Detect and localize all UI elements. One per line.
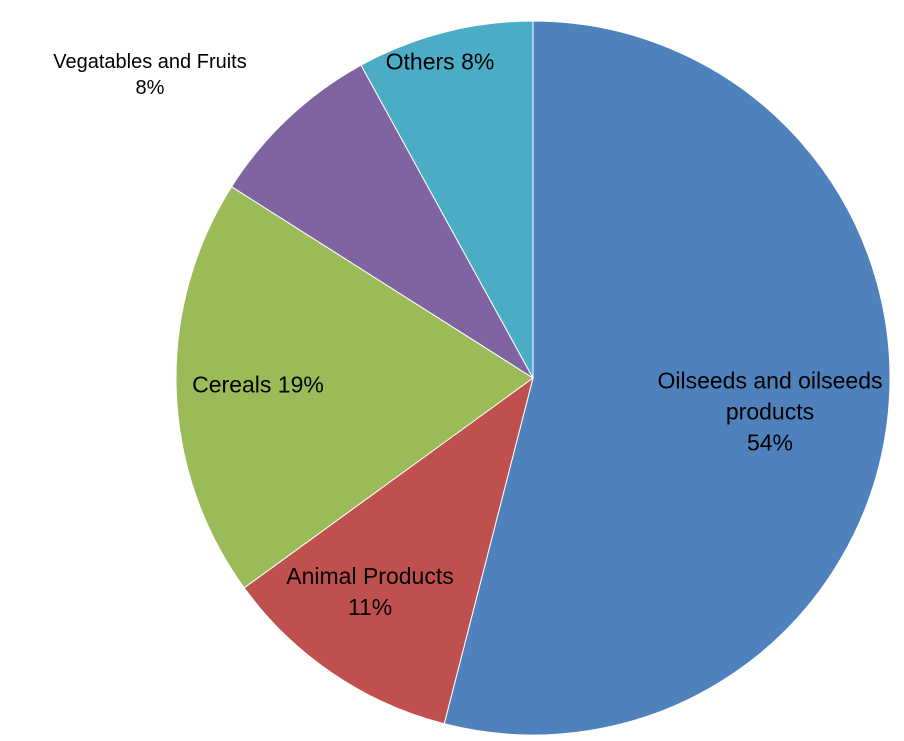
slice-label: Vegatables and Fruits 8% — [0, 49, 300, 101]
pie-slice — [360, 20, 534, 379]
category-label: Others — [385, 48, 455, 75]
category-label: Oilseeds and oilseeds products — [657, 367, 883, 425]
value-label: 8% — [135, 77, 165, 99]
pie-slice — [230, 64, 534, 379]
value-label: 54% — [746, 429, 794, 456]
value-label: 8% — [461, 48, 495, 75]
slice-label: Animal Products 11% — [270, 561, 470, 623]
pie-slice — [175, 186, 534, 589]
pie-slice — [243, 376, 534, 725]
category-label: Vegatables and Fruits — [53, 51, 247, 73]
slice-label: Cereals 19% — [158, 369, 358, 400]
category-label: Cereals — [192, 371, 272, 398]
slice-label: Others 8% — [340, 46, 540, 77]
value-label: 19% — [277, 371, 324, 398]
pie-slice — [443, 20, 891, 736]
category-label: Animal Products — [286, 562, 454, 589]
value-label: 11% — [347, 594, 393, 620]
slice-label: Oilseeds and oilseeds products 54% — [655, 365, 885, 458]
